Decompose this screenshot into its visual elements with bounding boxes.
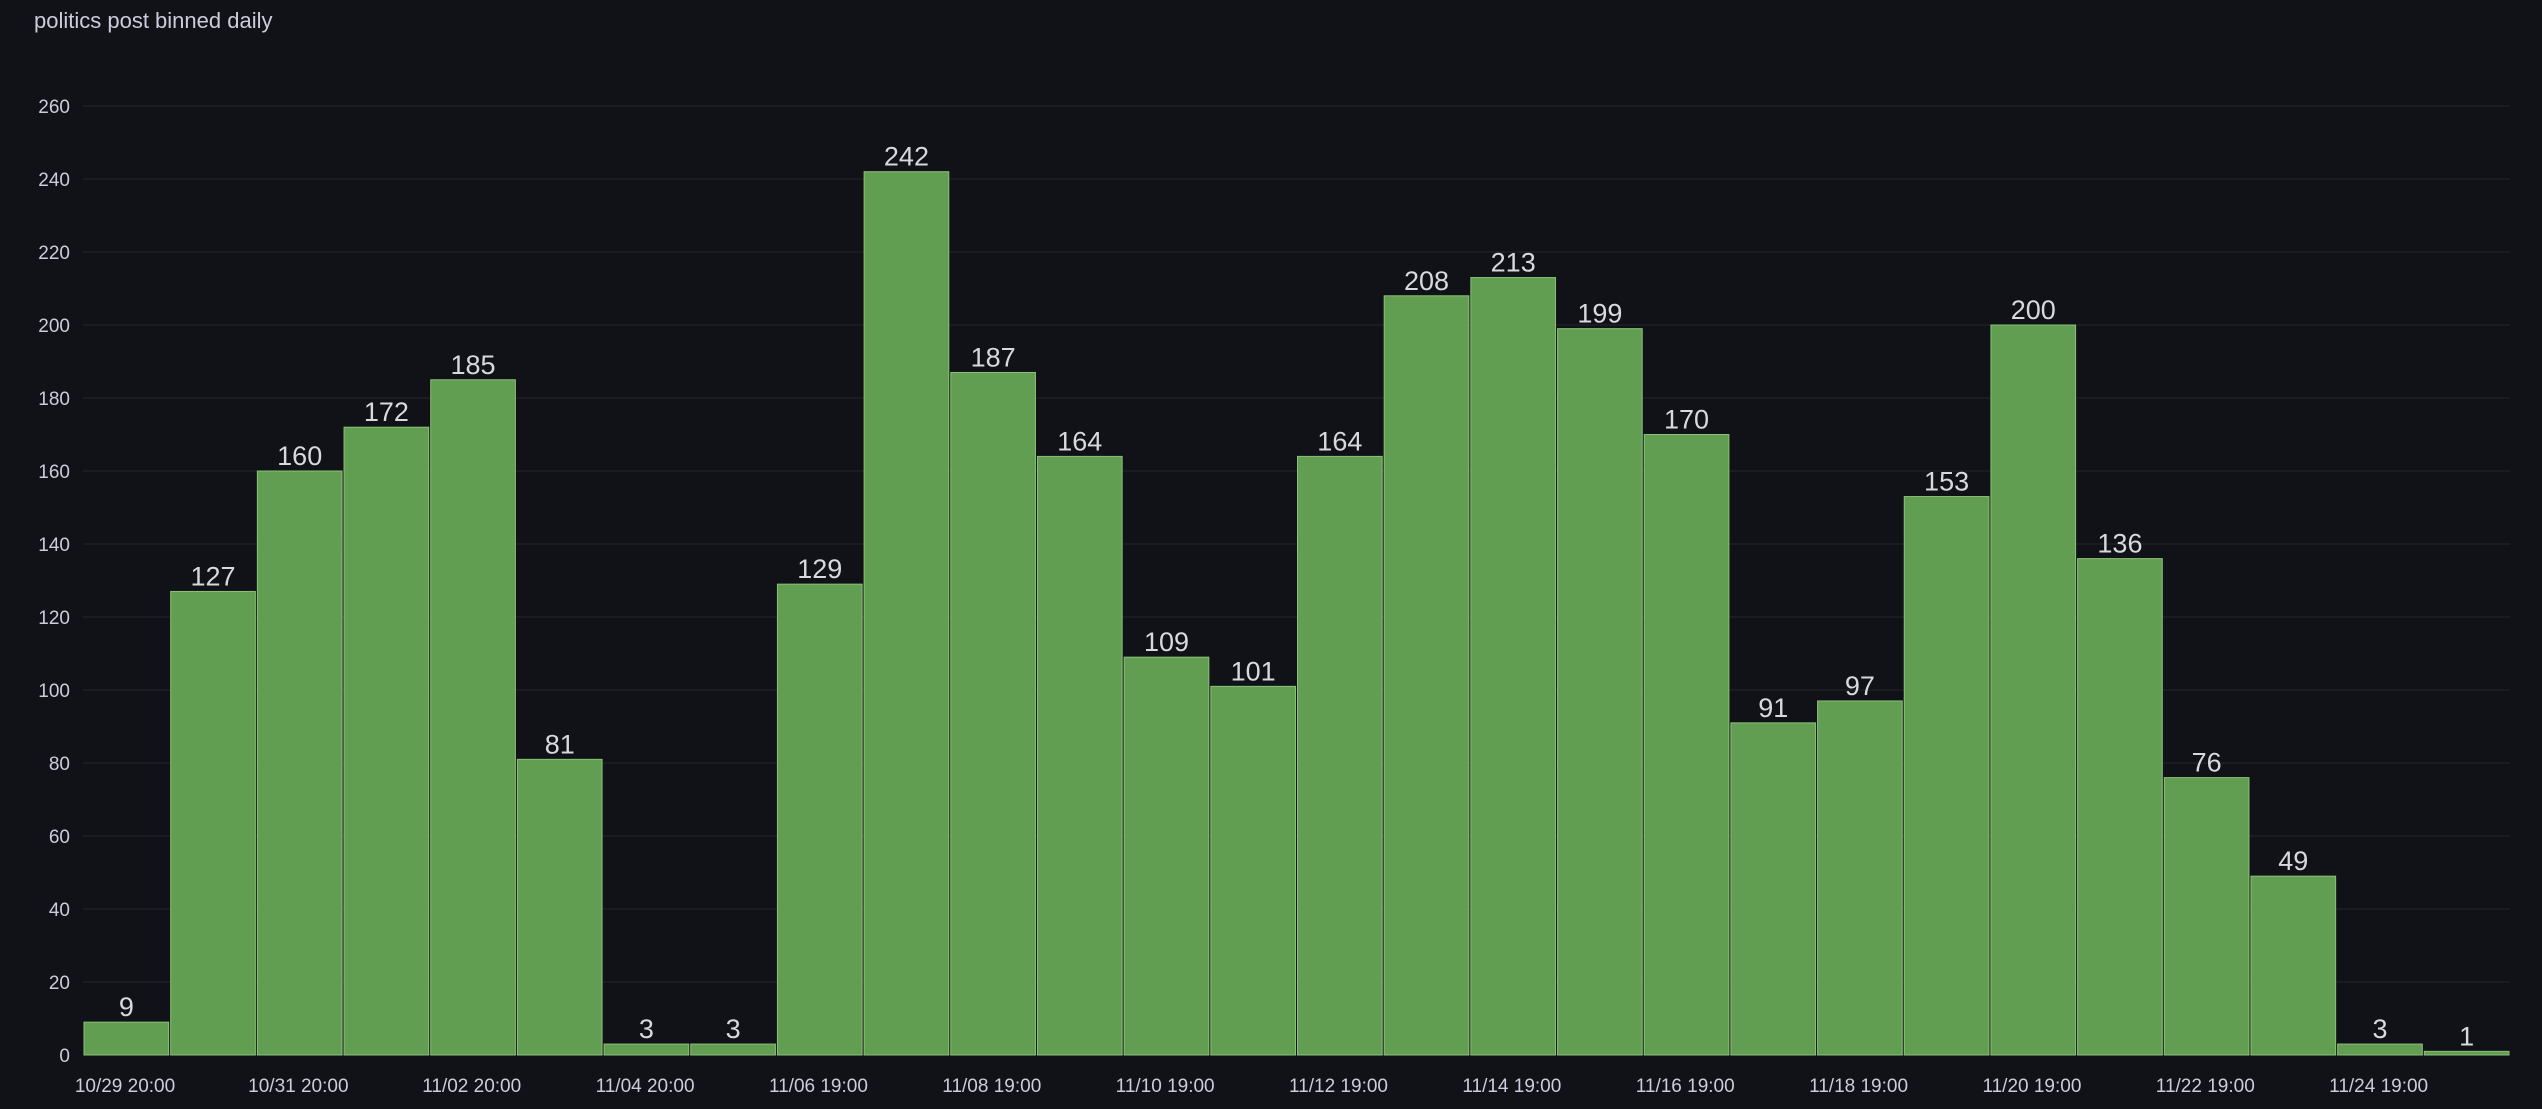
bar-value-label: 91 <box>1758 693 1788 723</box>
bar[interactable] <box>2250 875 2337 1056</box>
bar-value-label: 213 <box>1491 248 1536 278</box>
bars <box>83 171 2510 1056</box>
y-tick-label: 180 <box>38 389 70 410</box>
x-tick-label: 10/29 20:00 <box>75 1076 175 1097</box>
bar-value-label: 3 <box>639 1014 654 1044</box>
bar[interactable] <box>2077 558 2163 1056</box>
bar-value-label: 49 <box>2278 846 2308 876</box>
x-tick-label: 11/18 19:00 <box>1809 1076 1908 1097</box>
bar-value-label: 187 <box>971 342 1016 372</box>
y-tick-label: 0 <box>59 1046 70 1067</box>
bar[interactable] <box>170 590 256 1056</box>
bar[interactable] <box>1643 434 1730 1056</box>
bar[interactable] <box>2423 1050 2510 1056</box>
bar-value-label: 3 <box>726 1014 741 1044</box>
bar-value-label: 1 <box>2459 1021 2474 1051</box>
bar-value-label: 81 <box>545 729 575 759</box>
y-tick-label: 160 <box>38 462 70 483</box>
bar-value-label: 172 <box>364 397 409 427</box>
bar[interactable] <box>1817 700 1903 1056</box>
x-tick-label: 11/20 19:00 <box>1982 1076 2081 1097</box>
x-tick-label: 11/10 19:00 <box>1116 1076 1215 1097</box>
y-tick-label: 60 <box>49 827 70 848</box>
bar-value-label: 170 <box>1664 405 1709 435</box>
bar[interactable] <box>83 1021 170 1056</box>
bar-value-label: 109 <box>1144 627 1189 657</box>
bar[interactable] <box>256 470 343 1056</box>
bar[interactable] <box>430 379 516 1056</box>
bar[interactable] <box>863 171 950 1056</box>
bar[interactable] <box>343 426 430 1056</box>
bar[interactable] <box>1383 295 1470 1056</box>
y-tick-label: 240 <box>38 170 70 191</box>
y-tick-label: 220 <box>38 243 70 264</box>
bar[interactable] <box>690 1043 776 1056</box>
bar[interactable] <box>776 583 863 1056</box>
bar[interactable] <box>2337 1043 2423 1056</box>
x-tick-label: 10/31 20:00 <box>248 1076 348 1097</box>
y-tick-label: 20 <box>49 973 70 994</box>
bar-value-label: 160 <box>277 441 322 471</box>
bar-value-label: 9 <box>119 992 134 1022</box>
bar-value-label: 136 <box>2097 529 2142 559</box>
bar-value-label: 127 <box>190 561 235 591</box>
bar[interactable] <box>1210 685 1296 1056</box>
y-tick-label: 260 <box>38 97 70 118</box>
x-axis: 10/29 20:00 10/31 20:00 11/02 20:00 11/04 2… <box>75 1076 2428 1097</box>
value-labels: 9 127 160 172 185 81 3 3 129 242 187 164 109 101 164 20… <box>119 142 2474 1052</box>
bar[interactable] <box>1036 455 1123 1056</box>
bar-value-label: 199 <box>1577 299 1622 329</box>
bar-value-label: 97 <box>1845 671 1875 701</box>
bar[interactable] <box>1470 277 1557 1056</box>
y-tick-label: 80 <box>49 754 70 775</box>
bar-value-label: 101 <box>1231 656 1276 686</box>
x-tick-label: 11/24 19:00 <box>2329 1076 2428 1097</box>
x-tick-label: 11/04 20:00 <box>596 1076 695 1097</box>
x-tick-label: 11/02 20:00 <box>422 1076 521 1097</box>
bar[interactable] <box>516 758 603 1056</box>
bar-value-label: 153 <box>1924 467 1969 497</box>
bar[interactable] <box>950 371 1036 1056</box>
bar-value-label: 76 <box>2192 748 2222 778</box>
bar-value-label: 164 <box>1317 426 1362 456</box>
bar[interactable] <box>1297 455 1383 1056</box>
bar[interactable] <box>1730 722 1817 1056</box>
x-tick-label: 11/08 19:00 <box>942 1076 1041 1097</box>
y-tick-label: 120 <box>38 608 70 629</box>
bar-value-label: 200 <box>2011 295 2056 325</box>
bar[interactable] <box>1990 324 2077 1056</box>
bar-value-label: 208 <box>1404 266 1449 296</box>
y-tick-label: 200 <box>38 316 70 337</box>
x-tick-label: 11/14 19:00 <box>1462 1076 1561 1097</box>
y-tick-label: 40 <box>49 900 70 921</box>
x-tick-label: 11/12 19:00 <box>1289 1076 1388 1097</box>
bar[interactable] <box>2163 777 2250 1056</box>
y-axis: 0 20 40 60 80 100 120 140 160 180 200 220 240 260 <box>38 97 70 1067</box>
y-tick-label: 140 <box>38 535 70 556</box>
bar-value-label: 129 <box>797 554 842 584</box>
bar[interactable] <box>1123 656 1210 1056</box>
bar-value-label: 185 <box>451 350 496 380</box>
x-tick-label: 11/22 19:00 <box>2156 1076 2255 1097</box>
bar[interactable] <box>1903 496 1990 1056</box>
y-tick-label: 100 <box>38 681 70 702</box>
bar-value-label: 242 <box>884 142 929 172</box>
bar-value-label: 3 <box>2372 1014 2387 1044</box>
bar[interactable] <box>1557 328 1643 1056</box>
bar[interactable] <box>603 1043 690 1056</box>
x-tick-label: 11/06 19:00 <box>769 1076 868 1097</box>
panel-title: politics post binned daily <box>34 8 273 33</box>
bar-value-label: 164 <box>1057 426 1102 456</box>
x-tick-label: 11/16 19:00 <box>1636 1076 1735 1097</box>
